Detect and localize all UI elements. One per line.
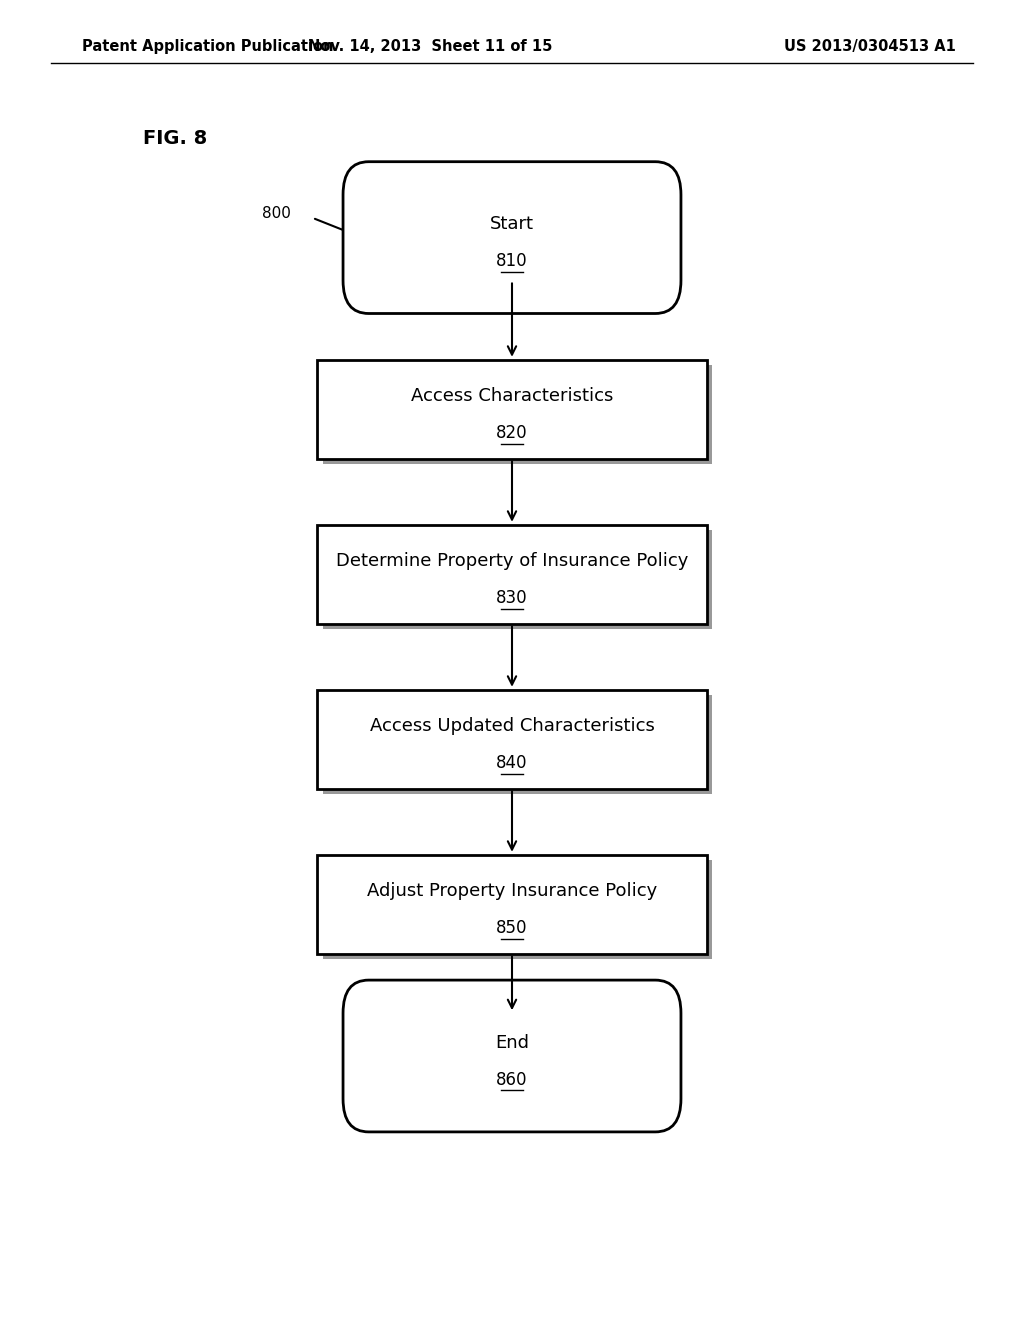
Text: FIG. 8: FIG. 8	[143, 129, 208, 148]
Bar	[317, 855, 707, 953]
Text: 800: 800	[262, 206, 291, 222]
FancyBboxPatch shape	[343, 979, 681, 1131]
Text: 830: 830	[497, 589, 527, 607]
FancyBboxPatch shape	[343, 162, 681, 314]
Text: 860: 860	[497, 1071, 527, 1089]
Text: 850: 850	[497, 919, 527, 937]
Bar	[323, 529, 712, 630]
Text: End: End	[495, 1034, 529, 1052]
Text: 820: 820	[497, 424, 527, 442]
Bar	[317, 525, 707, 624]
Bar	[317, 689, 707, 788]
Bar	[323, 694, 712, 795]
Text: 840: 840	[497, 754, 527, 772]
Text: Start: Start	[490, 215, 534, 234]
Text: Access Updated Characteristics: Access Updated Characteristics	[370, 717, 654, 735]
Bar	[323, 861, 712, 958]
Text: Access Characteristics: Access Characteristics	[411, 387, 613, 405]
Text: Nov. 14, 2013  Sheet 11 of 15: Nov. 14, 2013 Sheet 11 of 15	[308, 38, 552, 54]
Bar	[317, 360, 707, 459]
Text: Determine Property of Insurance Policy: Determine Property of Insurance Policy	[336, 552, 688, 570]
Text: Adjust Property Insurance Policy: Adjust Property Insurance Policy	[367, 882, 657, 900]
Bar	[323, 364, 712, 465]
Text: 810: 810	[497, 252, 527, 271]
Text: US 2013/0304513 A1: US 2013/0304513 A1	[784, 38, 956, 54]
Text: Patent Application Publication: Patent Application Publication	[82, 38, 334, 54]
